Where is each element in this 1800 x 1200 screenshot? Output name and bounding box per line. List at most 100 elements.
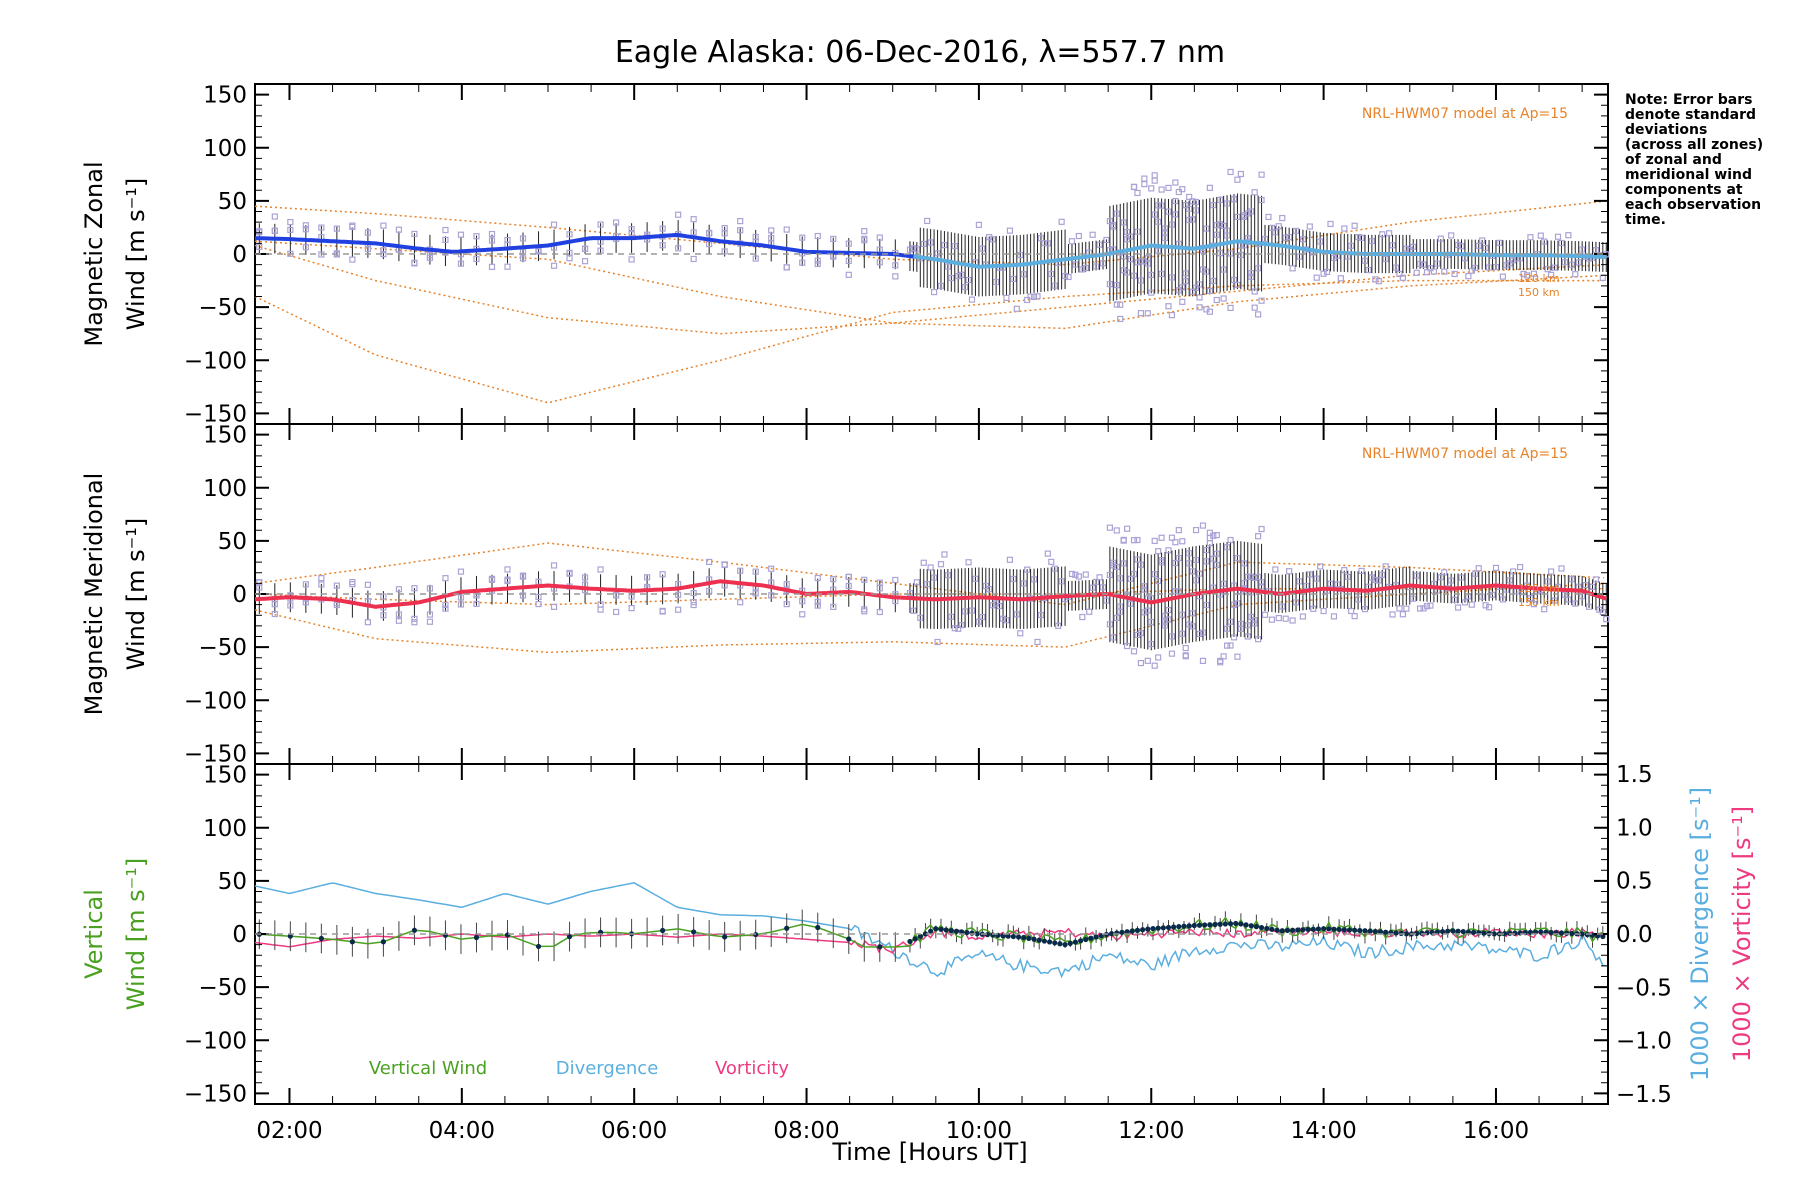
- zone-point: [993, 278, 1000, 286]
- zone-point: [1189, 198, 1196, 205]
- zone-point: [1134, 631, 1141, 639]
- zone-point: [1161, 225, 1169, 232]
- zone-point: [1144, 260, 1151, 267]
- zone-point: [302, 222, 309, 229]
- zone-point: [1168, 312, 1176, 319]
- zone-point: [941, 241, 948, 249]
- zone-point: [1537, 232, 1544, 239]
- vertical-wind-point: [1300, 927, 1306, 933]
- zone-point: [917, 614, 924, 621]
- vertical-wind-point: [1346, 927, 1353, 933]
- zone-point: [1120, 536, 1127, 543]
- zone-point: [1255, 533, 1262, 540]
- vertical-wind-point: [1455, 928, 1461, 934]
- zone-point: [1117, 603, 1124, 610]
- legend-vorticity: Vorticity: [715, 1058, 789, 1079]
- zone-point: [1223, 642, 1231, 649]
- zone-point: [1155, 202, 1162, 209]
- zone-point: [1485, 264, 1493, 271]
- zone-point: [1223, 625, 1231, 632]
- zone-point: [1196, 630, 1203, 638]
- zone-point: [1458, 574, 1465, 581]
- vertical-wind-point: [953, 928, 960, 934]
- vertical-wind-point: [1305, 926, 1311, 933]
- zone-point: [597, 247, 604, 254]
- zone-point: [1603, 616, 1610, 623]
- zone-point: [799, 598, 806, 605]
- vertical-wind-point: [1140, 927, 1146, 933]
- zone-point: [1223, 232, 1231, 239]
- zone-point: [1255, 573, 1262, 581]
- note-line: each observation: [1625, 197, 1761, 213]
- vertical-wind-point: [1439, 928, 1446, 935]
- zone-point: [934, 638, 941, 646]
- vertical-wind-point: [1217, 921, 1223, 927]
- zone-point: [1158, 186, 1165, 193]
- zone-point: [1527, 595, 1534, 602]
- zone-point: [1082, 571, 1089, 578]
- y2-tick-label: 1.5: [1616, 762, 1653, 788]
- zone-point: [1030, 293, 1038, 300]
- zone-point: [1179, 538, 1186, 545]
- zone-point: [861, 576, 868, 583]
- zone-point: [675, 211, 682, 218]
- zone-point: [1499, 596, 1506, 603]
- zone-point: [1341, 567, 1348, 574]
- zone-point: [488, 263, 496, 270]
- zone-point: [1072, 261, 1079, 268]
- zone-point: [1006, 227, 1014, 234]
- vertical-wind-point: [1419, 930, 1425, 936]
- zone-point: [690, 255, 697, 263]
- zone-point: [1258, 196, 1265, 204]
- zone-point: [1258, 297, 1265, 304]
- zone-point: [1272, 566, 1279, 573]
- vertical-wind-point: [1072, 939, 1079, 945]
- zone-point: [1579, 246, 1586, 253]
- zone-point: [1389, 242, 1396, 249]
- zone-point: [1344, 573, 1351, 580]
- zone-point: [1461, 599, 1469, 606]
- zone-point: [1041, 239, 1048, 247]
- zone-point: [1137, 258, 1145, 265]
- y-tick-label: 0: [232, 242, 247, 268]
- zone-point: [1175, 527, 1182, 534]
- zone-point: [1399, 611, 1406, 618]
- chart-title: Eagle Alaska: 06-Dec-2016, λ=557.7 nm: [615, 35, 1225, 70]
- zone-point: [979, 245, 986, 252]
- meridional-panel: [254, 522, 1610, 669]
- zone-point: [1137, 277, 1145, 284]
- zone-point: [1165, 208, 1172, 215]
- zone-point: [333, 225, 340, 232]
- zone-point: [1375, 577, 1382, 584]
- zone-point: [628, 229, 635, 237]
- zone-point: [1251, 288, 1258, 295]
- zone-point: [1434, 260, 1441, 267]
- zone-point: [1592, 576, 1600, 583]
- vertical-wind-point: [784, 925, 790, 931]
- zone-point: [1068, 238, 1076, 245]
- zone-point: [1227, 618, 1234, 625]
- zone-point: [349, 578, 356, 586]
- zone-point: [1110, 559, 1117, 566]
- zone-point: [1165, 547, 1172, 554]
- zone-point: [550, 562, 558, 569]
- y-tick-label: 0: [232, 582, 247, 608]
- zone-point: [955, 625, 962, 632]
- zone-point: [1175, 588, 1182, 595]
- zone-point: [799, 611, 806, 618]
- zone-point: [1227, 642, 1234, 649]
- zone-point: [1289, 265, 1296, 272]
- zone-point: [1258, 525, 1265, 533]
- zone-point: [597, 566, 604, 573]
- meridional-ylabel-line1: Magnetic Meridional: [80, 473, 108, 716]
- vertical-wind-point: [1481, 930, 1487, 936]
- vertical-wind-point: [1450, 928, 1456, 934]
- vertical-wind-point: [1171, 924, 1177, 930]
- zone-point: [1203, 225, 1210, 232]
- zone-point: [1196, 294, 1203, 301]
- zone-point: [1010, 575, 1017, 583]
- zone-point: [1368, 238, 1375, 245]
- zone-point: [1182, 278, 1189, 285]
- y2-tick-label: −0.5: [1616, 975, 1672, 1001]
- zone-point: [1430, 268, 1438, 275]
